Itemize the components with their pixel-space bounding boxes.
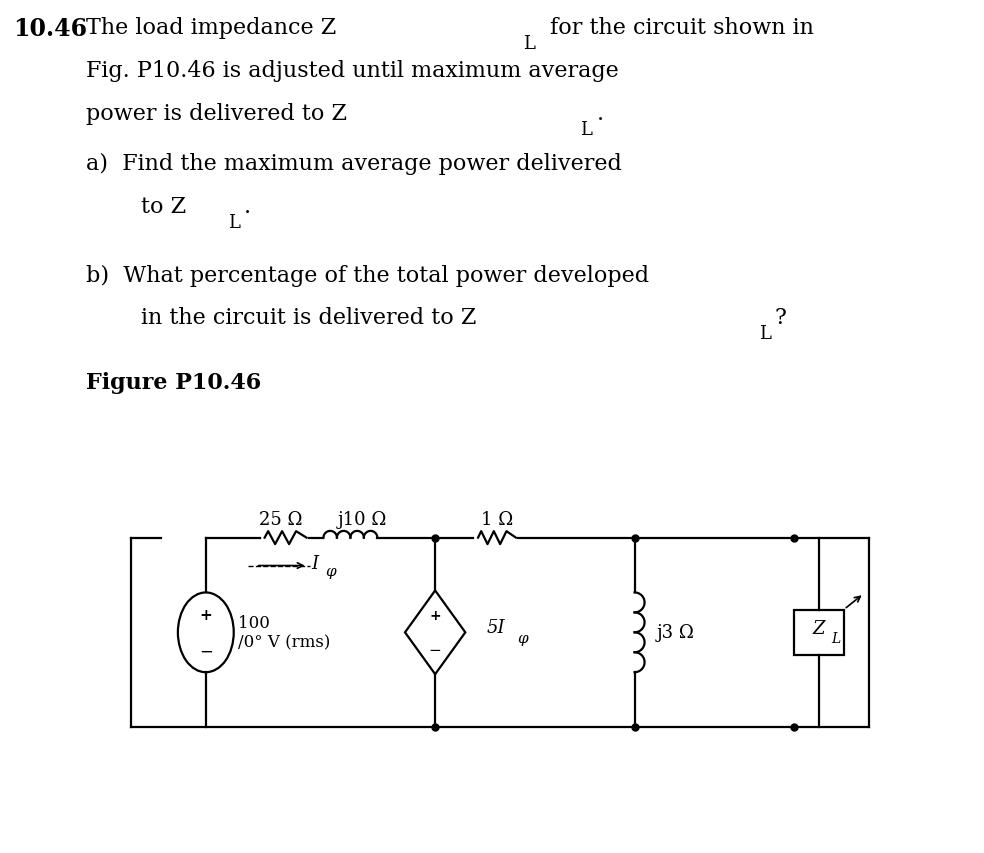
Text: /0° V (rms): /0° V (rms) xyxy=(238,634,330,651)
Text: 5I: 5I xyxy=(487,618,506,636)
Text: L: L xyxy=(227,213,240,231)
Text: b)  What percentage of the total power developed: b) What percentage of the total power de… xyxy=(87,264,649,287)
Text: 25 Ω: 25 Ω xyxy=(259,510,302,528)
Text: I: I xyxy=(312,554,319,572)
Text: φ: φ xyxy=(326,564,337,577)
Text: in the circuit is delivered to Z: in the circuit is delivered to Z xyxy=(141,307,476,329)
Text: 100: 100 xyxy=(238,614,275,631)
Text: L: L xyxy=(523,35,534,53)
Text: L: L xyxy=(760,325,771,343)
Text: +: + xyxy=(200,607,213,622)
Text: j3 Ω: j3 Ω xyxy=(656,624,695,641)
Text: +: + xyxy=(429,608,441,622)
Text: L: L xyxy=(580,121,591,139)
Text: j10 Ω: j10 Ω xyxy=(338,510,387,528)
Text: .: . xyxy=(244,195,251,218)
Text: Fig. P10.46 is adjusted until maximum average: Fig. P10.46 is adjusted until maximum av… xyxy=(87,60,619,82)
Text: −: − xyxy=(429,642,442,658)
Text: power is delivered to Z: power is delivered to Z xyxy=(87,103,347,125)
Text: 1 Ω: 1 Ω xyxy=(481,510,513,528)
Text: Z: Z xyxy=(813,619,826,637)
Bar xyxy=(794,610,844,655)
Text: 10.46: 10.46 xyxy=(14,17,88,41)
Text: −: − xyxy=(199,641,213,659)
Text: to Z: to Z xyxy=(141,195,186,218)
Text: a)  Find the maximum average power delivered: a) Find the maximum average power delive… xyxy=(87,153,622,175)
Text: L: L xyxy=(831,631,840,646)
Text: for the circuit shown in: for the circuit shown in xyxy=(543,17,814,39)
Text: ?: ? xyxy=(774,307,786,329)
Text: .: . xyxy=(596,103,604,125)
Text: φ: φ xyxy=(517,631,527,646)
Text: Figure P10.46: Figure P10.46 xyxy=(87,372,262,394)
Text: The load impedance Z: The load impedance Z xyxy=(87,17,337,39)
